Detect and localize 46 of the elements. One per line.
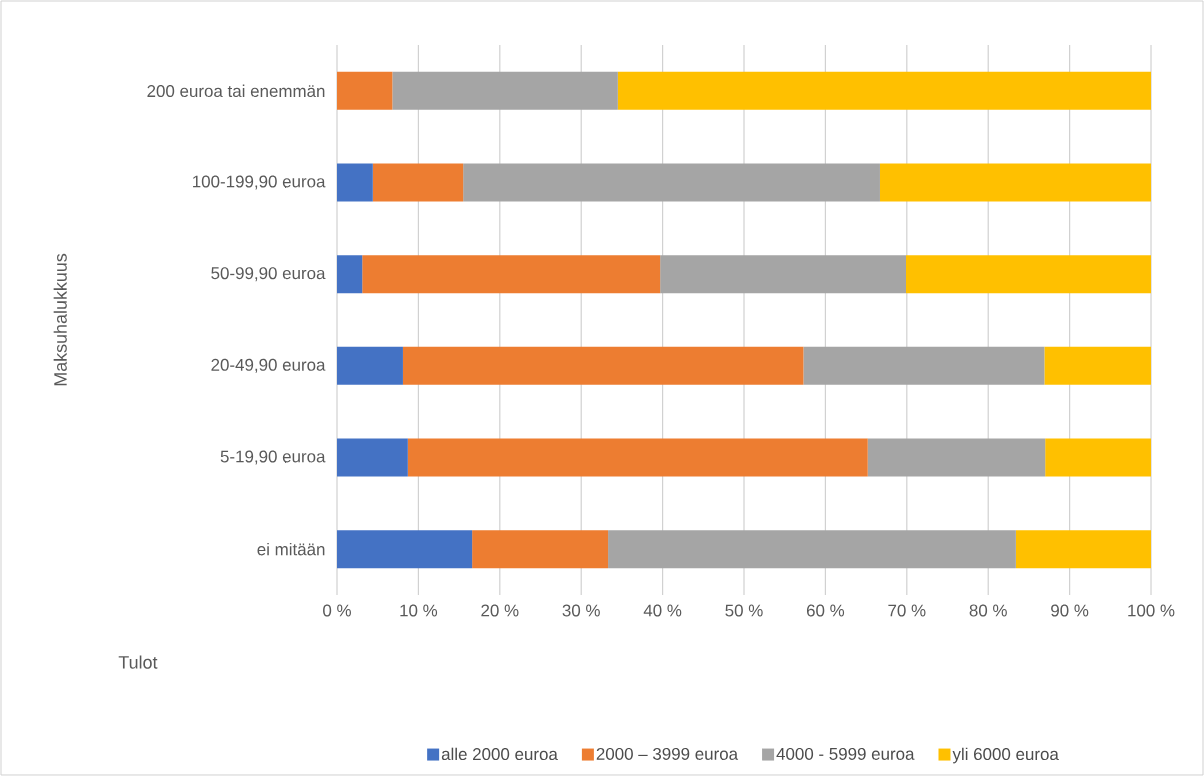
- bar: [407, 438, 868, 477]
- x-tick-label: 70 %: [888, 604, 926, 617]
- bar: [803, 346, 1045, 385]
- x-tick-label: 40 %: [643, 604, 682, 617]
- x-axis-title: Tulot: [118, 655, 158, 669]
- y-tick-label: 200 euroa tai enemmän: [147, 84, 325, 98]
- y-tick-label: 50-99,90 euroa: [211, 267, 326, 282]
- legend-label: 2000 – 3999 euroa: [596, 747, 739, 760]
- x-tick-label: 50 %: [725, 604, 763, 617]
- y-tick-label: 20-49,90 euroa: [211, 358, 326, 373]
- x-tick-label: 100 %: [1128, 604, 1175, 617]
- y-tick-label: ei mitään: [257, 542, 325, 556]
- legend-label: 4000 - 5999 euroa: [776, 747, 915, 760]
- x-tick-label: 30 %: [562, 604, 600, 617]
- bar: [337, 346, 403, 385]
- bar: [337, 163, 373, 202]
- bar: [362, 255, 661, 294]
- bar: [879, 163, 1152, 202]
- bar: [660, 255, 906, 294]
- y-axis-title: Maksuhalukkuus: [53, 253, 67, 386]
- bar: [337, 71, 393, 110]
- y-tick-label: 5-19,90 euroa: [220, 450, 326, 465]
- x-tick-label: 20 %: [481, 604, 519, 617]
- legend-label: alle 2000 euroa: [441, 747, 558, 761]
- bar: [617, 71, 1152, 110]
- bar: [867, 438, 1046, 477]
- bar: [392, 71, 618, 110]
- x-tick-label: 60 %: [806, 604, 845, 617]
- bar: [472, 530, 609, 569]
- y-tick-label: 100-199,90 euroa: [193, 175, 326, 190]
- x-tick-label: 0 %: [323, 604, 351, 617]
- bar: [608, 530, 1016, 569]
- bar: [463, 163, 880, 202]
- legend-label: yli 6000 euroa: [952, 747, 1059, 764]
- bar: [372, 163, 464, 202]
- bar: [402, 346, 804, 385]
- bar: [1045, 438, 1152, 477]
- x-tick-label: 80 %: [969, 604, 1007, 617]
- bar: [337, 438, 408, 477]
- bar: [337, 255, 363, 294]
- x-tick-label: 10 %: [400, 604, 438, 617]
- bar: [1044, 346, 1152, 385]
- bar: [905, 255, 1152, 294]
- bar: [1015, 530, 1152, 569]
- x-tick-label: 90 %: [1051, 604, 1089, 617]
- bar: [337, 530, 473, 569]
